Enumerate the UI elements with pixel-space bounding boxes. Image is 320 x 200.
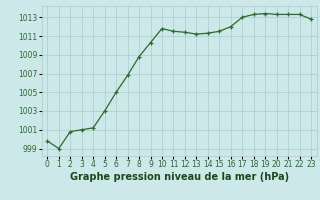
X-axis label: Graphe pression niveau de la mer (hPa): Graphe pression niveau de la mer (hPa) <box>70 172 289 182</box>
